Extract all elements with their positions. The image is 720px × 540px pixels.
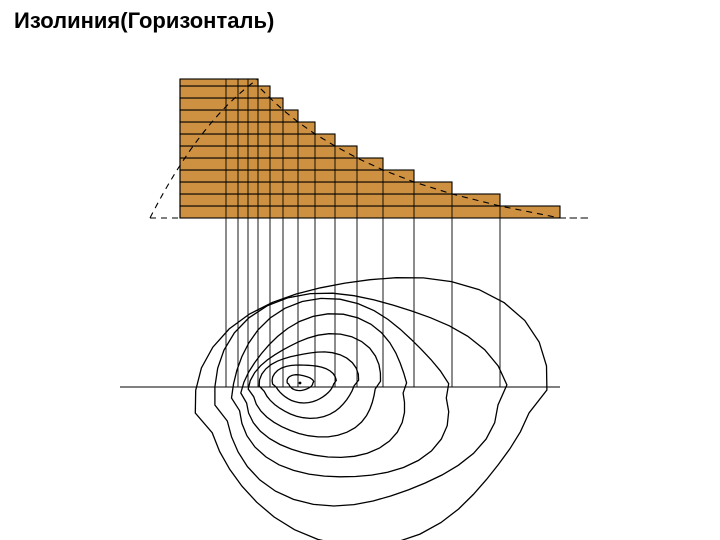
profile-stepped-fill [180, 79, 560, 218]
isoline-diagram [0, 0, 720, 540]
